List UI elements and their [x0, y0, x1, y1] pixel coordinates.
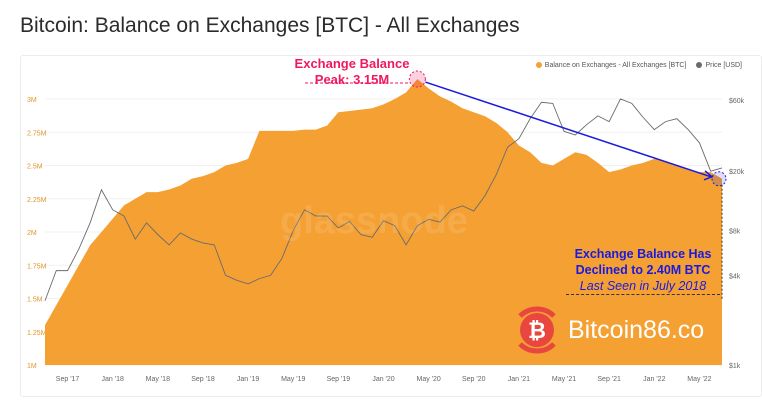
peak-line1: Exchange Balance — [294, 56, 410, 71]
decline-arrow — [425, 81, 712, 178]
y-right-tick-label: $8k — [729, 228, 741, 235]
x-tick-label: May '21 — [552, 376, 576, 383]
peak-annotation: Exchange Balance Peak: 3.15M — [287, 56, 417, 88]
y-left-tick-label: 2.75M — [27, 130, 47, 137]
page-title: Bitcoin: Balance on Exchanges [BTC] - Al… — [20, 14, 520, 37]
site-watermark-text: Bitcoin86.co — [568, 315, 705, 344]
decline-line2: Declined to 2.40M BTC — [575, 263, 711, 277]
legend-balance[interactable]: Balance on Exchanges - All Exchanges [BT… — [535, 62, 687, 69]
balance-area — [45, 79, 722, 366]
legend-price-label: Price [USD] — [705, 62, 742, 69]
peak-marker — [408, 70, 426, 88]
x-tick-label: May '20 — [416, 376, 440, 383]
legend: Balance on Exchanges - All Exchanges [BT… — [535, 62, 742, 69]
peak-line2: Peak: 3.15M — [314, 72, 390, 87]
legend-price[interactable]: Price [USD] — [696, 62, 742, 69]
y-right-tick-label: $1k — [729, 363, 741, 370]
x-tick-label: May '22 — [687, 376, 711, 383]
y-left-tick-label: 3M — [27, 97, 37, 104]
y-left-tick-label: 1.5M — [27, 297, 43, 304]
price-line — [44, 98, 723, 301]
decline-line3: Last Seen in July 2018 — [579, 279, 707, 293]
y-right-tick-label: $20k — [729, 169, 745, 176]
x-tick-label: Jan '18 — [102, 376, 124, 383]
y-right-tick-label: $60k — [729, 98, 745, 105]
y-right-tick-label: $4k — [729, 273, 741, 280]
y-left-tick-label: 2.5M — [27, 164, 43, 171]
y-left-tick-label: 2M — [27, 230, 37, 237]
end-marker — [711, 171, 727, 187]
x-tick-label: Sep '18 — [191, 376, 215, 383]
x-tick-label: Jan '22 — [643, 376, 665, 383]
y-left-tick-label: 1.25M — [27, 330, 47, 337]
x-tick-label: Sep '17 — [56, 376, 80, 383]
decline-line1: Exchange Balance Has — [574, 247, 712, 261]
x-tick-label: Sep '19 — [327, 376, 351, 383]
x-tick-label: May '18 — [146, 376, 170, 383]
y-left-tick-label: 1.75M — [27, 263, 47, 270]
x-tick-label: Jan '21 — [508, 376, 530, 383]
y-left-tick-label: 2.25M — [27, 197, 47, 204]
x-tick-label: Jan '19 — [237, 376, 259, 383]
svg-text:₿: ₿ — [528, 318, 546, 343]
arrowhead-icon — [703, 170, 714, 181]
decline-annotation: Exchange Balance Has Declined to 2.40M B… — [566, 246, 720, 295]
x-tick-label: Sep '21 — [597, 376, 621, 383]
bitcoin-logo-icon: ₿ — [518, 306, 556, 354]
x-tick-label: Jan '20 — [372, 376, 394, 383]
legend-balance-dot-icon — [535, 62, 542, 69]
legend-balance-label: Balance on Exchanges - All Exchanges [BT… — [544, 62, 687, 69]
legend-price-dot-icon — [696, 62, 703, 69]
glassnode-watermark: glassnode — [280, 200, 468, 242]
y-left-tick-label: 1M — [27, 363, 37, 370]
x-tick-label: Sep '20 — [462, 376, 486, 383]
x-tick-label: May '19 — [281, 376, 305, 383]
site-watermark: ₿ Bitcoin86.co — [512, 302, 704, 358]
